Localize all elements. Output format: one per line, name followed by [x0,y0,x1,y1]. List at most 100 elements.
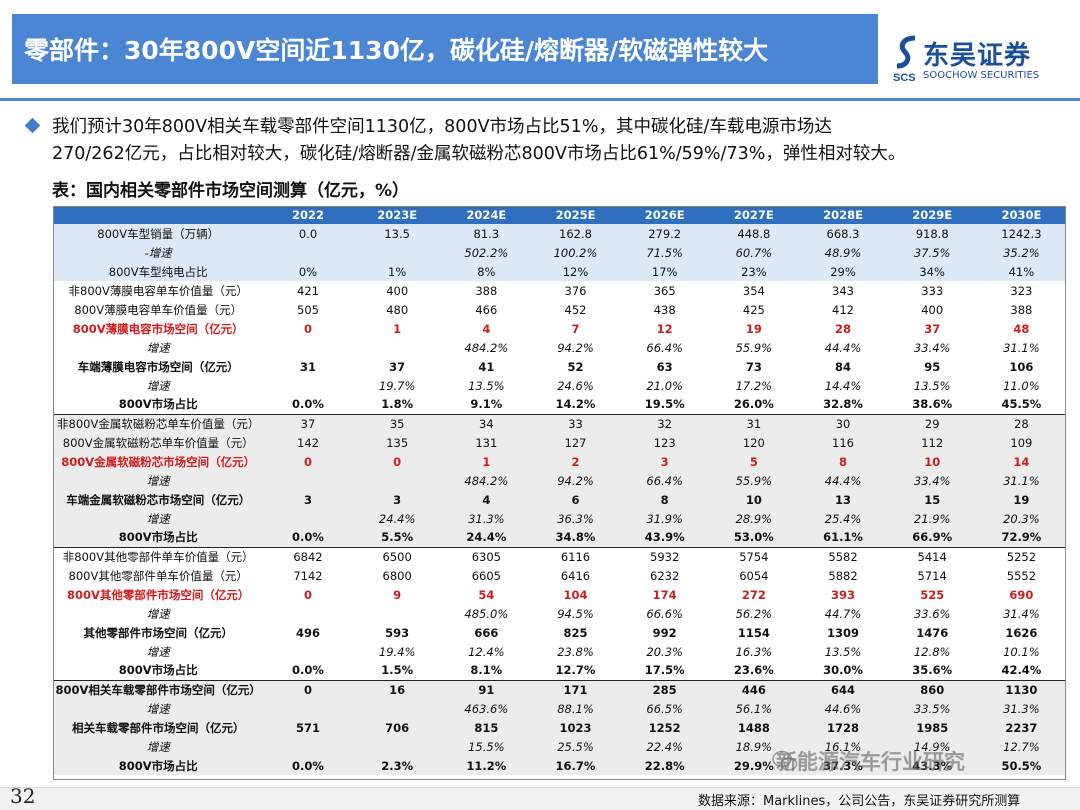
header-cell: 2024E [441,206,531,224]
table-cell [263,699,353,718]
table-cell: 448.8 [709,224,799,243]
table-cell: 480 [386,302,409,317]
table-cell: 22.8% [620,756,710,775]
table-cell: 14 [976,452,1066,471]
table-cell: 22.4% [620,737,710,756]
table-cell: 425 [742,302,765,317]
table-cell: 0.0% [263,756,353,775]
table-cell: 29 [887,414,977,433]
table-cell: 1% [352,262,442,281]
table-cell: 1626 [1005,625,1038,640]
table-cell: 7 [571,321,580,336]
row-label: 增速 [146,340,170,355]
row-label: 增速 [53,509,264,528]
table-cell: 6116 [560,549,591,564]
table-cell: 5252 [1006,549,1037,564]
table-row: -增速 502.2% 100.2% 71.5% 60.7% 48.9% 37.5% 35.2% [53,243,1066,262]
row-label: 增速 [53,699,264,718]
table-cell: 44.6% [798,699,888,718]
table-cell: 42.4% [976,661,1066,681]
table-cell: 29% [798,262,888,281]
table-cell: 94.2% [557,340,594,355]
table-cell: 43.3% [887,756,977,775]
table-cell: 14.2% [530,395,621,415]
table-row: 800V金属软磁粉芯市场空间（亿元） 0 0 1 2 3 5 8 10 14 [53,452,1066,471]
table-cell: 26.0% [709,395,799,415]
table-cell: 7142 [293,568,323,583]
table-cell: 393 [831,587,856,602]
row-label: 车端薄膜电容市场空间（亿元） [77,359,239,374]
table-cell: 2.3% [352,756,442,775]
table-cell: 12% [530,262,621,281]
table-cell: 32 [620,414,710,433]
table-cell: 571 [263,718,353,737]
table-cell: 28 [976,414,1066,433]
table-cell: 1985 [887,718,977,737]
table-cell: 66.4% [620,471,710,490]
table-cell: 31 [709,414,799,433]
table-cell: 31.4% [1003,606,1040,621]
table-cell: 5882 [828,568,858,583]
table-row: 800V薄膜电容市场空间（亿元） 0 1 4 7 12 19 28 37 48 [53,319,1066,338]
table-cell: 16.7% [530,756,621,775]
table-cell: 1130 [976,680,1066,699]
row-label: -增速 [53,243,264,262]
table-cell: 16.3% [735,644,773,659]
table-cell: 690 [1009,587,1034,602]
header-cell: 2029E [887,206,977,224]
table-cell: 0.0% [263,395,353,415]
table-cell: 365 [653,283,676,298]
table-cell: 0.0% [263,528,353,548]
table-cell: 918.8 [887,224,977,243]
table-cell: 131 [441,433,531,452]
table-cell: 0 [303,321,312,336]
table-cell: 10 [887,452,977,471]
table-cell: 1 [393,321,402,336]
table-cell: 466 [475,302,498,317]
table-cell: 2237 [976,718,1066,737]
table-cell: 6 [530,490,621,509]
table-cell: 112 [887,433,977,452]
row-label: 增速 [53,471,264,490]
table-cell: 3 [352,490,442,509]
table-row: 增速 484.2% 94.2% 66.4% 55.9% 44.4% 33.4% 31.1% [53,471,1066,490]
table-cell [263,737,353,756]
table-cell: 38.6% [887,395,977,415]
table-row: 增速 485.0% 94.5% 66.6% 56.2% 44.7% 33.6% 31.4% [53,604,1066,623]
table-cell: 12.8% [913,644,951,659]
row-label: 增速 [146,644,170,659]
table-row: 增速 19.7% 13.5% 24.6% 21.0% 17.2% 14.4% 13.5% 11.… [53,376,1066,395]
table-cell [263,509,353,528]
row-label: 800V金属软磁粉芯市场空间（亿元） [53,452,264,471]
table-cell: 421 [297,283,319,298]
table-cell: 33.4% [913,340,951,355]
table-cell: 12.7% [530,661,621,681]
brand-name-en: SOOCHOW SECURITIES [923,70,1040,81]
table-cell: 66.4% [646,340,683,355]
table-cell: 31.9% [620,509,710,528]
table-row: 800V市场占比 0.0% 1.8% 9.1% 14.2% 19.5% 26.0% 32.8%… [53,395,1066,415]
table-cell: 860 [887,680,977,699]
table-cell: 36.3% [530,509,621,528]
table-cell: 4 [441,490,531,509]
table-cell: 31.1% [1003,340,1040,355]
row-label: 非800V其他零部件单车价值量（元） [62,549,254,564]
table-cell [352,243,442,262]
table-cell: 28 [835,321,852,336]
table-row: 车端金属软磁粉芯市场空间（亿元） 3 3 4 6 8 10 13 15 19 [53,490,1066,509]
table-cell: 95 [924,359,941,374]
table-cell: 66.9% [887,528,977,548]
table-cell: 33.6% [913,606,951,621]
table-cell: 5552 [1006,568,1037,583]
table-cell: 88.1% [530,699,621,718]
table-cell: 0 [303,587,312,602]
table-cell [263,243,353,262]
table-cell: 37.5% [887,243,977,262]
table-cell: 35 [352,414,442,433]
table-cell: 452 [564,302,587,317]
table-cell: 333 [921,283,944,298]
table-cell: 446 [709,680,799,699]
header-cell: 2025E [530,206,621,224]
table-cell: 5714 [917,568,947,583]
table-cell: 31.3% [976,699,1066,718]
